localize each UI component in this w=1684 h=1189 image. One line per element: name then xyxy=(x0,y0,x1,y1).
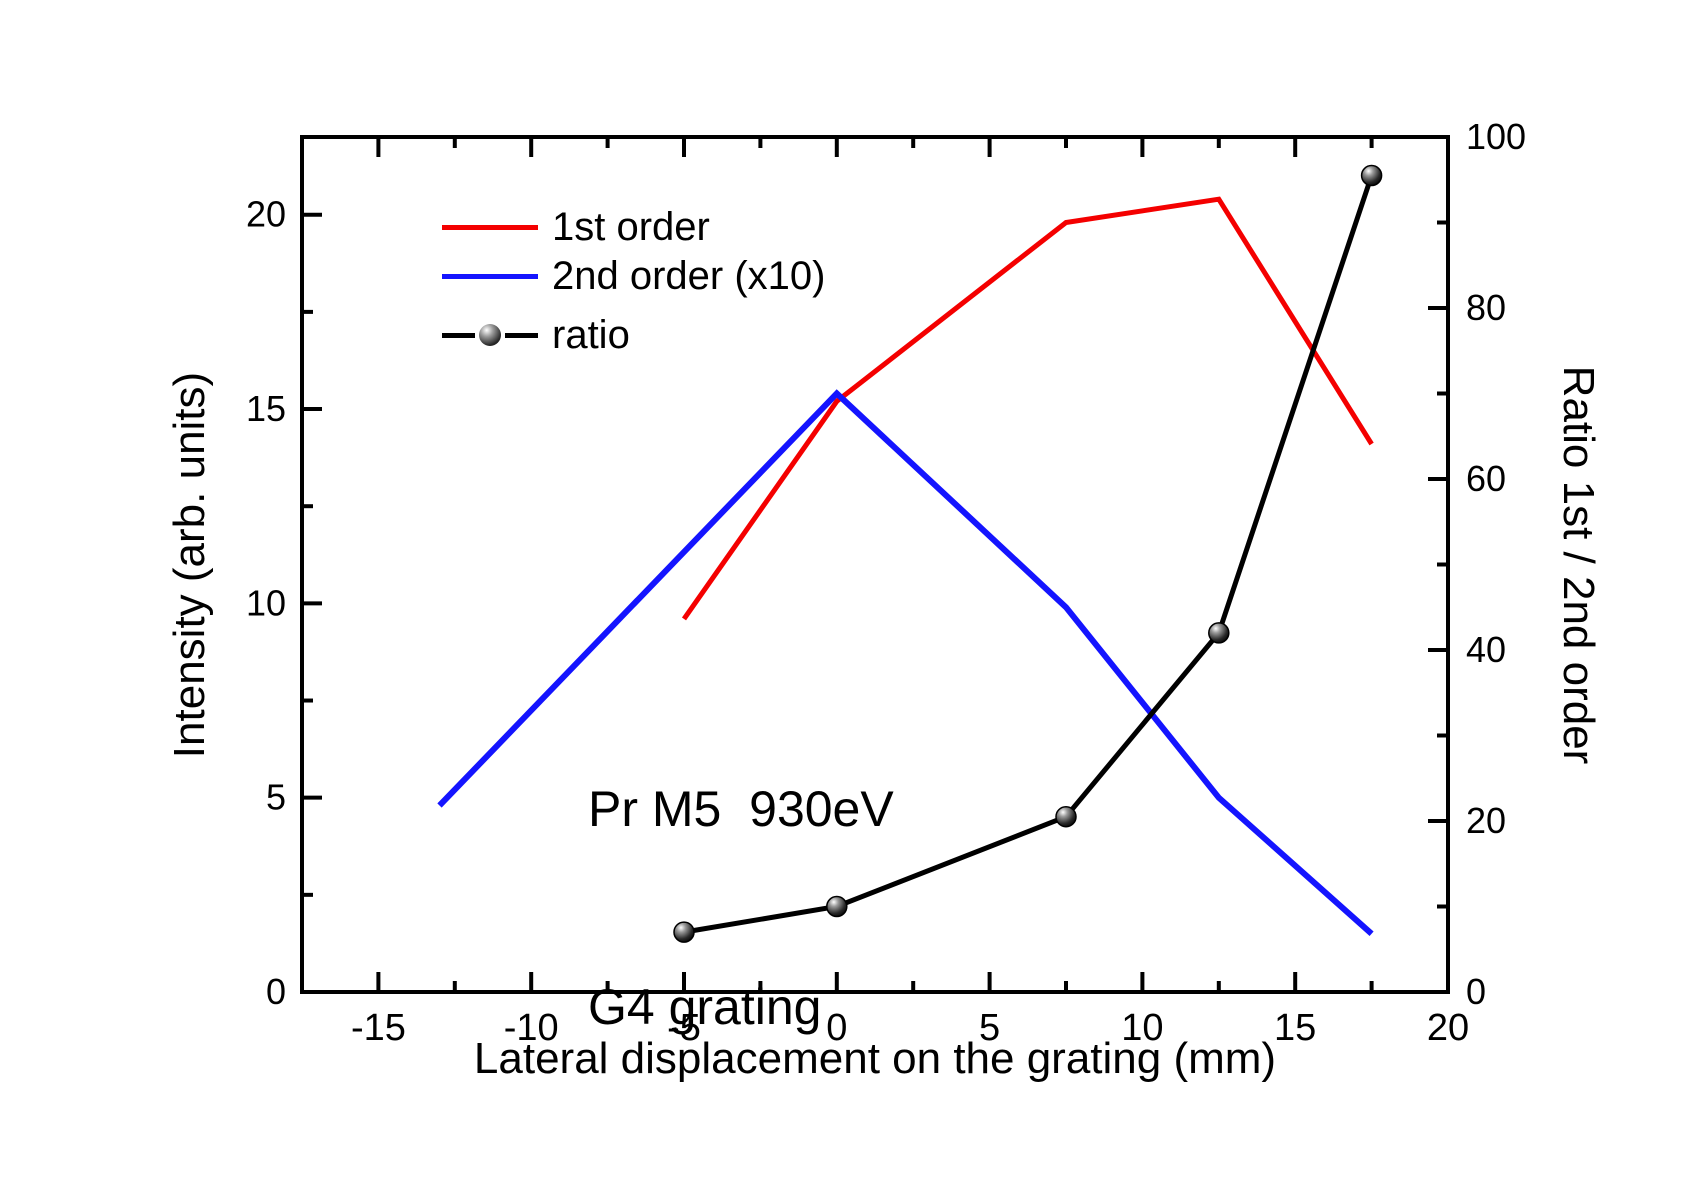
plot-frame-rect xyxy=(300,135,1450,994)
y-right-tick-label: 100 xyxy=(1466,116,1526,157)
legend-label-ratio: ratio xyxy=(552,312,630,357)
y-right-tick-label: 40 xyxy=(1466,629,1506,670)
y-right-axis-title: Ratio 1st / 2nd order xyxy=(1554,365,1603,765)
ratio-data-point xyxy=(673,921,695,943)
legend-line-2nd-order-icon xyxy=(442,273,538,279)
x-tick-label: 10 xyxy=(1121,1007,1163,1049)
series-line-2 xyxy=(437,389,1374,936)
annotation-line-2: G4 grating xyxy=(588,979,822,1035)
series-line-1 xyxy=(681,196,1374,621)
plot-frame xyxy=(300,135,1450,994)
y-right-tick-label: 0 xyxy=(1466,971,1486,1012)
x-axis-title: Lateral displacement on the grating (mm) xyxy=(473,1034,1277,1083)
annotation-text: Pr M5 930eV G4 grating xyxy=(588,644,894,1172)
y-right-tick-label: 20 xyxy=(1466,800,1506,841)
y-left-tick-label: 5 xyxy=(266,777,286,818)
legend-label-2nd-order: 2nd order (x10) xyxy=(552,253,826,298)
legend-item-ratio: ratio xyxy=(442,313,630,357)
legend-line-ratio-icon xyxy=(442,324,538,346)
x-tick-label: 5 xyxy=(979,1007,1000,1049)
x-tick-label: -5 xyxy=(667,1007,701,1049)
y-left-tick-label: 10 xyxy=(246,582,286,623)
axis-ticks xyxy=(302,137,1448,992)
y-left-tick-label: 15 xyxy=(246,388,286,429)
legend-item-1st-order: 1st order xyxy=(442,205,710,249)
x-tick-label: 15 xyxy=(1274,1007,1316,1049)
y-right-tick-label: 60 xyxy=(1466,458,1506,499)
legend-label-1st-order: 1st order xyxy=(552,204,710,249)
x-tick-label: -10 xyxy=(504,1007,559,1049)
y-left-tick-label: 20 xyxy=(246,194,286,235)
legend-item-2nd-order: 2nd order (x10) xyxy=(442,254,825,298)
y-left-axis-title: Intensity (arb. units) xyxy=(165,371,214,759)
data-series xyxy=(437,164,1383,943)
ratio-data-point xyxy=(1360,164,1383,187)
legend-line-1st-order-icon xyxy=(442,224,538,230)
legend-ball-marker-icon xyxy=(479,324,501,346)
y-left-tick-label: 0 xyxy=(266,971,286,1012)
ratio-data-point xyxy=(826,895,848,918)
x-tick-label: -15 xyxy=(351,1007,406,1049)
annotation-line-1: Pr M5 930eV xyxy=(588,781,894,837)
y-right-tick-label: 80 xyxy=(1466,287,1506,328)
x-tick-label: 0 xyxy=(826,1007,847,1049)
x-tick-label: 20 xyxy=(1427,1007,1469,1049)
ratio-data-point xyxy=(1055,805,1077,828)
ratio-data-point xyxy=(1208,622,1230,644)
